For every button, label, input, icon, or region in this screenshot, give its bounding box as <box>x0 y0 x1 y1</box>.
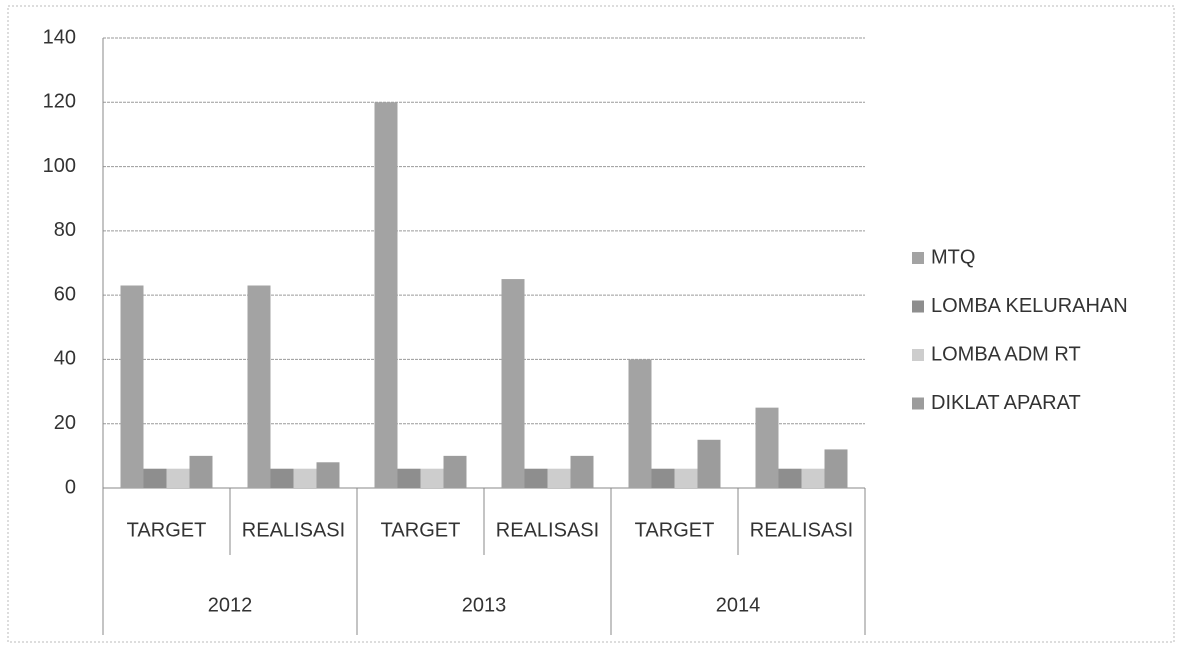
y-tick-label: 100 <box>43 155 76 177</box>
y-tick-label: 80 <box>54 219 76 241</box>
bar <box>547 468 571 488</box>
bar <box>166 468 190 488</box>
bar <box>316 462 340 488</box>
group-label: 2013 <box>462 594 507 616</box>
bar <box>697 439 721 488</box>
legend-label: LOMBA ADM RT <box>931 343 1081 365</box>
y-tick-label: 40 <box>54 348 76 370</box>
bar <box>628 359 652 488</box>
bar <box>778 468 802 488</box>
bar <box>189 455 213 488</box>
x-tick-label: REALISASI <box>242 519 345 541</box>
bar <box>801 468 825 488</box>
legend-label: DIKLAT APARAT <box>931 392 1081 414</box>
legend-swatch <box>912 252 924 264</box>
bar <box>570 455 594 488</box>
bar <box>120 285 144 488</box>
legend-swatch <box>912 397 924 410</box>
group-label: 2012 <box>208 594 253 616</box>
bar <box>270 468 294 488</box>
bar <box>443 455 467 488</box>
legend-label: MTQ <box>931 246 975 268</box>
legend-swatch <box>912 300 924 313</box>
chart-border <box>7 5 1175 643</box>
bar <box>674 468 698 488</box>
bar <box>143 468 167 488</box>
x-tick-label: REALISASI <box>750 519 853 541</box>
bar <box>293 468 317 488</box>
bar <box>651 468 675 488</box>
y-tick-label: 120 <box>43 91 76 113</box>
bar <box>755 407 779 488</box>
x-tick-label: TARGET <box>127 519 207 541</box>
x-tick-label: REALISASI <box>496 519 599 541</box>
x-tick-label: TARGET <box>381 519 461 541</box>
group-label: 2014 <box>716 594 761 616</box>
bar <box>397 468 421 488</box>
legend-swatch <box>912 349 924 361</box>
bar <box>524 468 548 488</box>
y-tick-label: 20 <box>54 412 76 434</box>
x-tick-label: TARGET <box>635 519 715 541</box>
bar <box>420 468 444 488</box>
y-tick-label: 140 <box>43 26 76 48</box>
y-tick-label: 60 <box>54 283 76 305</box>
bar <box>501 279 525 488</box>
bar <box>247 285 271 488</box>
y-tick-label: 0 <box>65 476 76 498</box>
legend-label: LOMBA KELURAHAN <box>931 295 1128 317</box>
bar <box>374 102 398 489</box>
bar <box>824 449 848 488</box>
